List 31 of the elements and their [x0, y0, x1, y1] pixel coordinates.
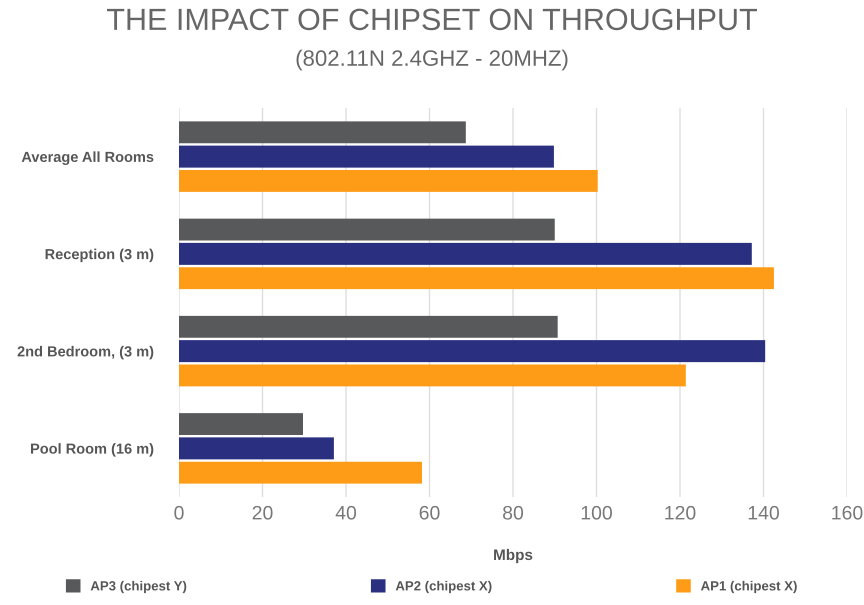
y-tick-label: Reception (3 m): [46, 248, 154, 262]
chart-title: THE IMPACT OF CHIPSET ON THROUGHPUT: [106, 8, 758, 30]
bar: [179, 218, 555, 241]
chart-subtitle: (802.11N 2.4GHZ - 20MHZ): [296, 50, 568, 70]
x-tick-label: 20: [252, 506, 273, 520]
x-tick-label: 80: [503, 506, 524, 520]
x-tick-label: 140: [748, 506, 779, 520]
x-tick-label: 40: [336, 506, 356, 520]
x-tick-label: 0: [174, 506, 184, 520]
bar: [179, 462, 422, 484]
x-tick-label: 160: [832, 506, 862, 520]
x-axis-title: Mbps: [494, 548, 532, 564]
bar: [179, 170, 598, 192]
legend-label: AP2 (chipest X): [396, 580, 492, 594]
x-tick-label: 60: [420, 506, 440, 520]
bar: [179, 364, 686, 386]
bar: [179, 413, 303, 436]
bar: [179, 121, 466, 144]
x-tick-label: 100: [582, 506, 612, 520]
y-tick-label: Pool Room (16 m): [31, 443, 154, 457]
x-tick-label: 120: [665, 506, 696, 520]
bar: [179, 242, 752, 265]
bar: [179, 340, 766, 362]
legend-label: AP3 (chipest Y): [90, 580, 186, 594]
bar: [179, 316, 558, 338]
bar: [179, 267, 774, 290]
y-tick-label: 2nd Bedroom, (3 m): [18, 346, 154, 360]
y-tick-label: Average All Rooms: [22, 151, 154, 165]
bar: [179, 146, 554, 168]
legend-label: AP1 (chipest X): [700, 580, 797, 594]
bar: [179, 437, 334, 460]
